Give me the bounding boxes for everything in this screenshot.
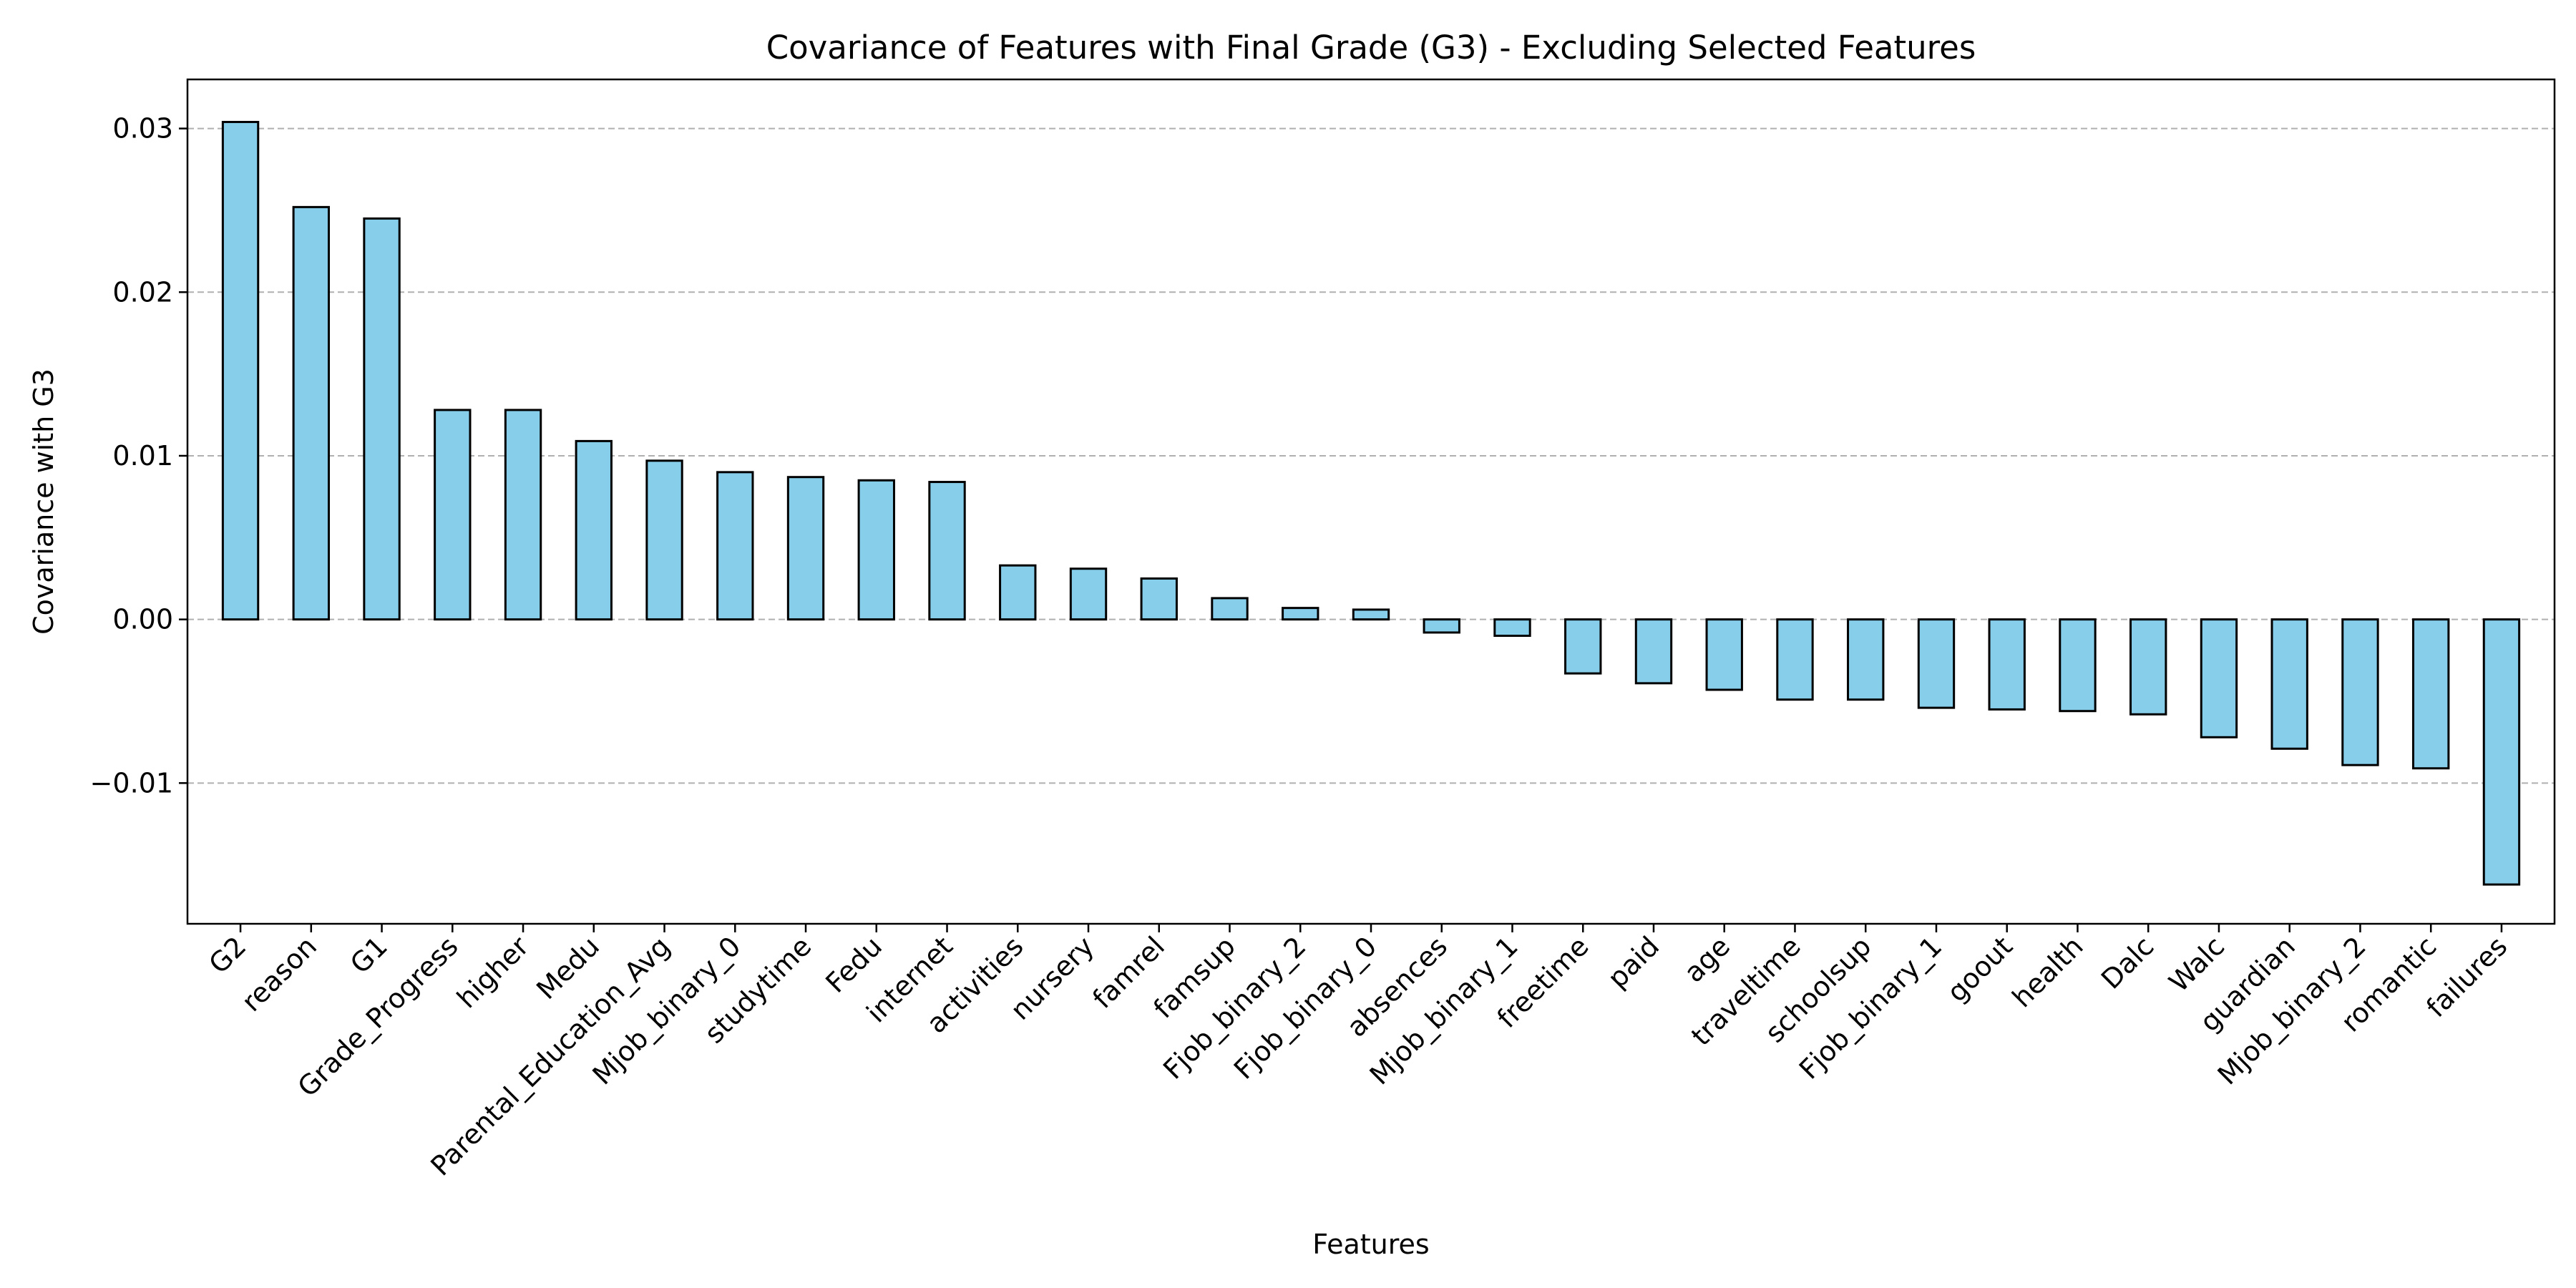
y-tick-label: 0.02 xyxy=(112,276,173,308)
bar-traveltime xyxy=(1776,618,1814,701)
bar-reason xyxy=(292,205,330,621)
bar-Grade_Progress xyxy=(434,409,472,621)
y-tick-label: −0.01 xyxy=(90,767,173,799)
bar-Walc xyxy=(2200,618,2238,738)
bar-nursery xyxy=(1069,567,1108,621)
bar-Fjob_binary_2 xyxy=(1282,607,1319,621)
y-tick-label: 0.00 xyxy=(112,604,173,635)
bar-internet xyxy=(928,481,966,621)
bar-Mjob_binary_2 xyxy=(2341,618,2379,766)
bar-age xyxy=(1705,618,1743,691)
bar-Fjob_binary_1 xyxy=(1917,618,1956,709)
bar-health xyxy=(2059,618,2097,713)
bar-Dalc xyxy=(2129,618,2167,716)
x-axis-label: Features xyxy=(1312,1229,1429,1260)
bar-Mjob_binary_0 xyxy=(716,471,754,621)
bar-famrel xyxy=(1140,577,1178,621)
bar-studytime xyxy=(786,476,825,621)
bar-Medu xyxy=(575,439,613,621)
bar-higher xyxy=(504,409,542,621)
bar-layer xyxy=(221,120,2521,886)
bar-guardian xyxy=(2270,618,2308,750)
y-tick-label: 0.01 xyxy=(112,440,173,472)
y-axis-label: Covariance with G3 xyxy=(28,369,59,635)
bar-freetime xyxy=(1564,618,1602,675)
bar-absences xyxy=(1423,618,1460,634)
bar-romantic xyxy=(2412,618,2450,770)
bar-failures xyxy=(2482,618,2521,886)
bar-famsup xyxy=(1211,597,1249,621)
bar-Mjob_binary_1 xyxy=(1493,618,1531,638)
y-tick-label: 0.03 xyxy=(112,113,173,145)
bar-goout xyxy=(1988,618,2026,711)
bar-paid xyxy=(1634,618,1673,685)
bar-G1 xyxy=(363,217,401,621)
chart-title: Covariance of Features with Final Grade … xyxy=(766,29,1976,67)
y-axis-ticks: −0.01 0.00 0.01 0.02 0.03 xyxy=(90,113,187,799)
bar-G2 xyxy=(221,120,260,621)
bar-Fjob_binary_0 xyxy=(1352,608,1390,621)
bar-Parental_Education_Avg xyxy=(645,459,683,621)
bar-Fedu xyxy=(857,479,895,621)
bar-schoolsup xyxy=(1847,618,1885,701)
bar-activities xyxy=(999,564,1037,621)
